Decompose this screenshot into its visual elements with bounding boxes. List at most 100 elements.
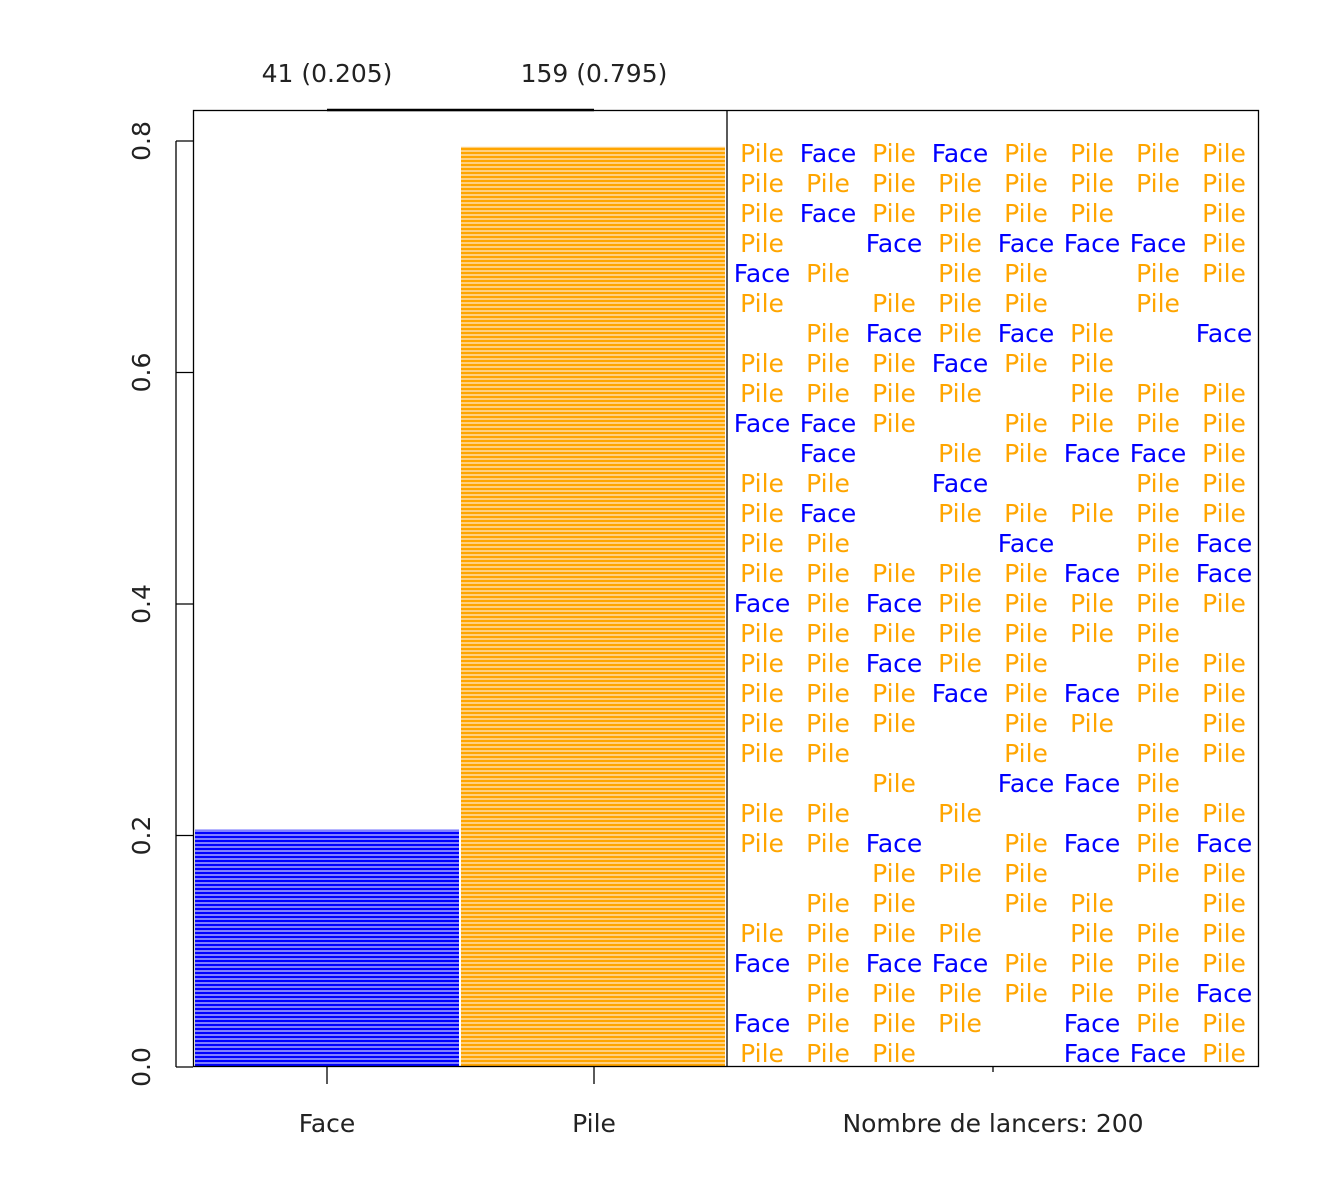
scatter-label-pile: Pile [1070, 589, 1114, 618]
scatter-label-pile: Pile [806, 919, 850, 948]
scatter-label-pile: Pile [1136, 259, 1180, 288]
scatter-label-pile: Pile [1202, 229, 1246, 258]
scatter-label-pile: Pile [872, 709, 916, 738]
scatter-label-pile: Pile [1004, 409, 1048, 438]
scatter-label-face: Face [1130, 1039, 1187, 1068]
scatter-label-pile: Pile [1004, 289, 1048, 318]
scatter-label-pile: Pile [1136, 289, 1180, 318]
scatter-label-pile: Pile [938, 199, 982, 228]
scatter-label-face: Face [800, 139, 857, 168]
scatter-label-face: Face [866, 829, 923, 858]
scatter-label-face: Face [932, 349, 989, 378]
scatter-label-pile: Pile [872, 679, 916, 708]
scatter-label-pile: Pile [872, 979, 916, 1008]
scatter-label-pile: Pile [938, 229, 982, 258]
scatter-label-pile: Pile [740, 559, 784, 588]
scatter-label-pile: Pile [1202, 259, 1246, 288]
scatter-label-pile: Pile [872, 1009, 916, 1038]
scatter-label-pile: Pile [1136, 409, 1180, 438]
scatter-label-face: Face [734, 259, 791, 288]
scatter-label-pile: Pile [872, 379, 916, 408]
scatter-label-pile: Pile [1202, 439, 1246, 468]
scatter-label-pile: Pile [1070, 919, 1114, 948]
scatter-label-pile: Pile [1136, 979, 1180, 1008]
scatter-label-pile: Pile [740, 919, 784, 948]
scatter-label-pile: Pile [740, 649, 784, 678]
scatter-label-pile: Pile [1202, 409, 1246, 438]
scatter-label-pile: Pile [1004, 499, 1048, 528]
scatter-label-pile: Pile [872, 619, 916, 648]
scatter-label-face: Face [1064, 679, 1121, 708]
scatter-label-pile: Pile [872, 199, 916, 228]
scatter-label-pile: Pile [740, 499, 784, 528]
scatter-label-pile: Pile [1136, 679, 1180, 708]
scatter-label-pile: Pile [1004, 679, 1048, 708]
scatter-label-pile: Pile [1136, 919, 1180, 948]
scatter-label-pile: Pile [872, 1039, 916, 1068]
scatter-label-pile: Pile [1070, 139, 1114, 168]
scatter-label-pile: Pile [1004, 259, 1048, 288]
scatter-label-face: Face [1196, 529, 1253, 558]
scatter-label-pile: Pile [740, 619, 784, 648]
scatter-label-pile: Pile [1004, 349, 1048, 378]
scatter-label-pile: Pile [806, 649, 850, 678]
scatter-label-face: Face [1064, 769, 1121, 798]
scatter-label-face: Face [998, 769, 1055, 798]
scatter-label-pile: Pile [1202, 469, 1246, 498]
scatter-label-face: Face [800, 439, 857, 468]
scatter-label-pile: Pile [1070, 379, 1114, 408]
y-tick-label: 0.0 [127, 1047, 156, 1087]
scatter-label-pile: Pile [1004, 439, 1048, 468]
scatter-label-pile: Pile [740, 199, 784, 228]
scatter-label-pile: Pile [1136, 469, 1180, 498]
scatter-label-pile: Pile [806, 379, 850, 408]
scatter-label-pile: Pile [1202, 199, 1246, 228]
scatter-label-pile: Pile [740, 289, 784, 318]
scatter-label-pile: Pile [872, 769, 916, 798]
scatter-label-pile: Pile [1004, 739, 1048, 768]
scatter-label-face: Face [1196, 979, 1253, 1008]
scatter-label-pile: Pile [806, 529, 850, 558]
scatter-label-face: Face [866, 949, 923, 978]
scatter-label-face: Face [1196, 559, 1253, 588]
scatter-label-pile: Pile [740, 709, 784, 738]
scatter-label-face: Face [800, 409, 857, 438]
scatter-label-pile: Pile [1004, 169, 1048, 198]
scatter-label-face: Face [932, 949, 989, 978]
scatter-label-face: Face [998, 319, 1055, 348]
scatter-label-pile: Pile [1136, 739, 1180, 768]
scatter-label-face: Face [866, 589, 923, 618]
scatter-label-pile: Pile [1136, 859, 1180, 888]
scatter-label-pile: Pile [872, 919, 916, 948]
scatter-label-pile: Pile [1136, 169, 1180, 198]
scatter-label-pile: Pile [1202, 169, 1246, 198]
scatter-label-pile: Pile [1136, 769, 1180, 798]
scatter-label-pile: Pile [938, 799, 982, 828]
scatter-label-pile: Pile [1202, 649, 1246, 678]
scatter-label-pile: Pile [740, 799, 784, 828]
scatter-label-face: Face [800, 499, 857, 528]
scatter-label-pile: Pile [1004, 559, 1048, 588]
scatter-label-pile: Pile [1202, 799, 1246, 828]
scatter-label-pile: Pile [1004, 949, 1048, 978]
bars [195, 146, 725, 1068]
scatter-label-face: Face [1130, 229, 1187, 258]
bar-label-pile: 159 (0.795) [521, 59, 668, 88]
scatter-label-pile: Pile [740, 469, 784, 498]
scatter-label-pile: Pile [1136, 799, 1180, 828]
scatter-label-pile: Pile [1136, 949, 1180, 978]
scatter-label-pile: Pile [1070, 169, 1114, 198]
scatter-label-pile: Pile [1202, 379, 1246, 408]
scatter-label-pile: Pile [1070, 499, 1114, 528]
scatter-label-pile: Pile [938, 1009, 982, 1038]
scatter-label-pile: Pile [1202, 859, 1246, 888]
scatter-label-pile: Pile [1202, 1039, 1246, 1068]
scatter-label-pile: Pile [1004, 649, 1048, 678]
scatter-label-pile: Pile [1202, 949, 1246, 978]
y-tick-label: 0.2 [127, 816, 156, 856]
scatter-label-pile: Pile [938, 919, 982, 948]
scatter-label-pile: Pile [938, 589, 982, 618]
scatter-label-face: Face [734, 949, 791, 978]
scatter-label-pile: Pile [806, 889, 850, 918]
